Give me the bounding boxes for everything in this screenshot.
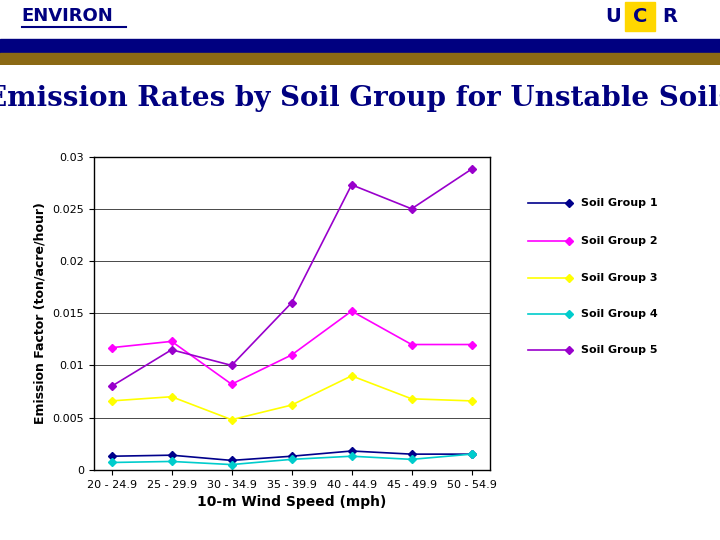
Y-axis label: Emission Factor (ton/acre/hour): Emission Factor (ton/acre/hour)	[34, 202, 47, 424]
Soil Group 4	[228, 461, 236, 468]
Soil Group 3	[107, 397, 116, 404]
Soil Group 1	[287, 453, 296, 460]
Soil Group 4	[107, 459, 116, 465]
Soil Group 2	[347, 308, 356, 314]
Soil Group 4	[408, 456, 416, 463]
Line: Soil Group 5: Soil Group 5	[109, 166, 474, 389]
Text: Soil Group 4: Soil Group 4	[580, 309, 657, 319]
Line: Soil Group 1: Soil Group 1	[109, 448, 474, 463]
Soil Group 5	[167, 347, 176, 353]
Soil Group 5	[408, 206, 416, 212]
Soil Group 1	[167, 452, 176, 458]
Text: ENVIRON: ENVIRON	[22, 7, 113, 25]
Text: R: R	[662, 6, 678, 26]
Soil Group 2	[287, 352, 296, 358]
Soil Group 3	[467, 397, 476, 404]
Soil Group 4	[287, 456, 296, 463]
Soil Group 3	[408, 396, 416, 402]
Soil Group 5	[228, 362, 236, 369]
Text: Emission Rates by Soil Group for Unstable Soils: Emission Rates by Soil Group for Unstabl…	[0, 85, 720, 112]
Soil Group 5	[107, 383, 116, 389]
Text: U: U	[605, 6, 621, 26]
Soil Group 3	[287, 402, 296, 408]
Soil Group 2	[408, 341, 416, 348]
Soil Group 3	[167, 394, 176, 400]
Soil Group 1	[347, 448, 356, 454]
X-axis label: 10-m Wind Speed (mph): 10-m Wind Speed (mph)	[197, 495, 387, 509]
Soil Group 1	[408, 451, 416, 457]
Text: C: C	[633, 6, 647, 26]
Soil Group 1	[467, 451, 476, 457]
Text: Soil Group 2: Soil Group 2	[580, 237, 657, 246]
Soil Group 4	[347, 453, 356, 460]
Text: Soil Group 3: Soil Group 3	[580, 273, 657, 282]
Line: Soil Group 2: Soil Group 2	[109, 308, 474, 387]
Soil Group 4	[467, 451, 476, 457]
Line: Soil Group 3: Soil Group 3	[109, 373, 474, 422]
Soil Group 3	[228, 416, 236, 423]
Soil Group 3	[347, 373, 356, 379]
Text: Soil Group 1: Soil Group 1	[580, 198, 657, 208]
Soil Group 1	[107, 453, 116, 460]
Soil Group 2	[167, 338, 176, 345]
Soil Group 5	[287, 300, 296, 306]
Line: Soil Group 4: Soil Group 4	[109, 451, 474, 467]
Soil Group 2	[228, 381, 236, 387]
Bar	[625, 2, 655, 31]
Soil Group 2	[107, 345, 116, 351]
Soil Group 4	[167, 458, 176, 465]
Text: Soil Group 5: Soil Group 5	[580, 345, 657, 355]
Soil Group 5	[467, 166, 476, 172]
Soil Group 5	[347, 181, 356, 188]
Soil Group 1	[228, 457, 236, 464]
Soil Group 2	[467, 341, 476, 348]
